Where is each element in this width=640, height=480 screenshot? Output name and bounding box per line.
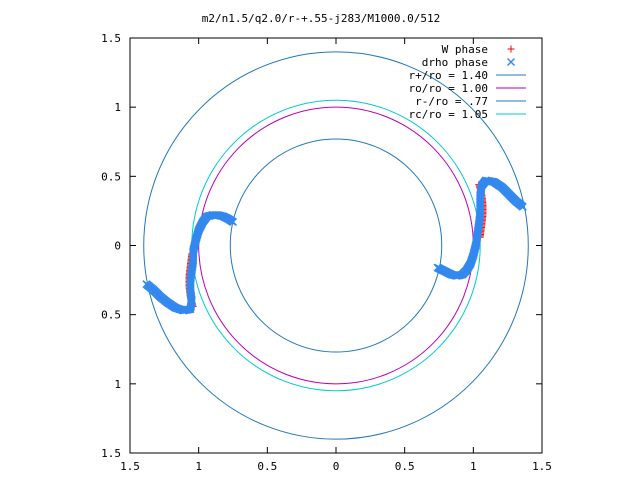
circle-r <box>143 51 529 440</box>
y-tick-label: 1 <box>114 101 121 114</box>
x-tick-label: 1 <box>470 460 477 473</box>
y-tick-label: 1.5 <box>101 447 121 460</box>
x-tick-label: 0.5 <box>257 460 277 473</box>
y-tick-label: 0 <box>114 240 121 253</box>
legend-label: r-/ro = .77 <box>415 95 488 108</box>
circle-r <box>198 106 474 385</box>
circle-r <box>229 138 443 353</box>
x-tick-label: 0 <box>333 460 340 473</box>
y-tick-label: 0.5 <box>101 309 121 322</box>
legend-label: ro/ro = 1.00 <box>409 82 488 95</box>
markers <box>142 176 527 315</box>
axes: 1.5 1 0.5 0 0.5 1 1.51.510.500.511.5 <box>101 32 552 473</box>
legend-label: r+/ro = 1.40 <box>409 69 488 82</box>
y-tick-label: 1 <box>114 378 121 391</box>
x-tick-label: 1.5 <box>532 460 552 473</box>
legend-label: rc/ro = 1.05 <box>409 108 488 121</box>
legend-swatch <box>507 58 515 66</box>
legend-swatch <box>507 45 515 53</box>
x-tick-label: 1 <box>195 460 202 473</box>
x-tick-label: 0.5 <box>395 460 415 473</box>
legend-label: W phase <box>442 43 488 56</box>
circle-r <box>191 99 481 392</box>
drho-phase-point <box>433 263 442 272</box>
legend-label: drho phase <box>422 56 488 69</box>
drho-phase-point <box>228 217 238 227</box>
x-tick-label: 1.5 <box>120 460 140 473</box>
y-tick-label: 1.5 <box>101 32 121 45</box>
chart-title: m2/n1.5/q2.0/r-+.55-j283/M1000.0/512 <box>202 12 440 25</box>
y-tick-label: 0.5 <box>101 170 121 183</box>
